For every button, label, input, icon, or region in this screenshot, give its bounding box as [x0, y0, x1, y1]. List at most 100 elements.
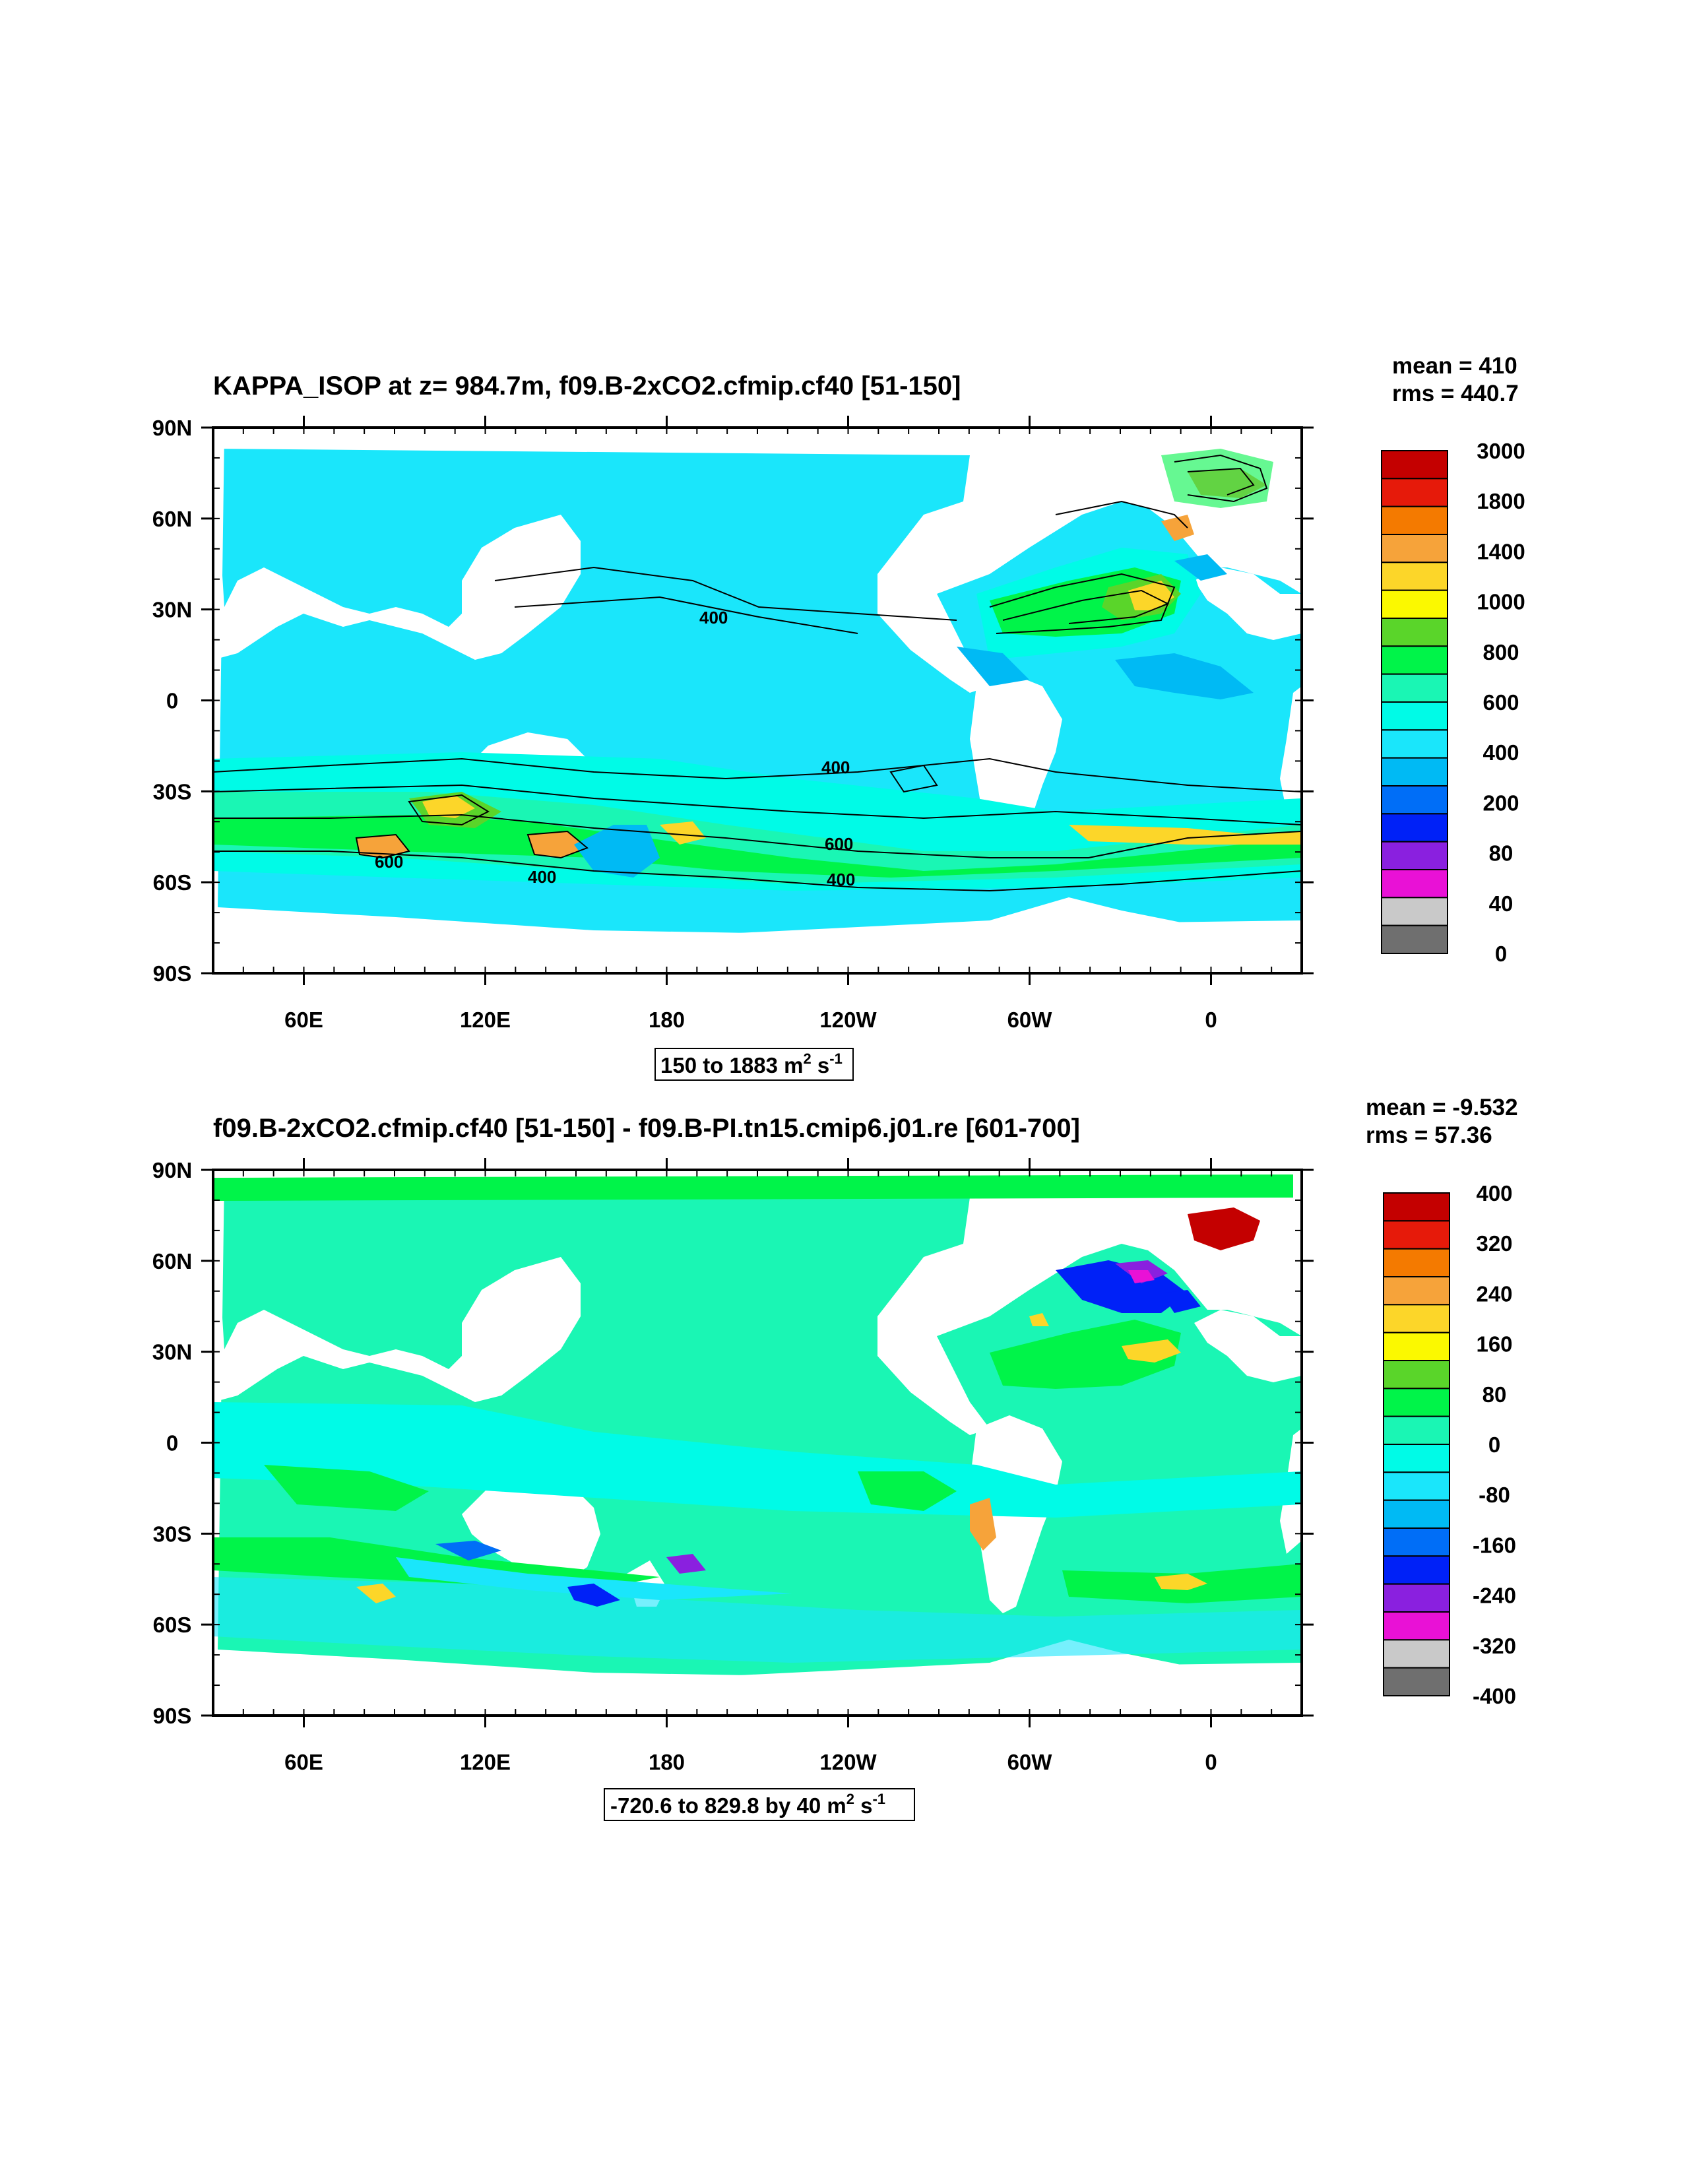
contour-label: 600: [375, 852, 403, 872]
colorbar-box: [1381, 785, 1448, 815]
colorbar-label: 400: [1482, 740, 1519, 765]
lon-label: 60W: [1007, 1750, 1053, 1774]
colorbar-box: [1381, 897, 1448, 926]
lat-label: 90N: [152, 416, 193, 440]
contour-label: 400: [821, 757, 850, 777]
colorbar-label: 0: [1488, 1432, 1500, 1457]
range-mid: s: [854, 1793, 873, 1818]
colorbar-label: -160: [1473, 1533, 1516, 1557]
colorbar-box: [1383, 1304, 1450, 1333]
range-sup: 2: [803, 1050, 811, 1067]
lat-label: 90S: [153, 1704, 192, 1728]
contour-label: 400: [827, 870, 855, 889]
panel-2-range-box: -720.6 to 829.8 by 40 m2 s-1: [604, 1788, 915, 1821]
colorbar-label: 240: [1476, 1281, 1512, 1306]
lon-label: 120W: [819, 1750, 877, 1774]
colorbar-box: [1383, 1192, 1450, 1222]
panel-1-rms: rms = 440.7: [1392, 381, 1519, 406]
colorbar-box: [1381, 924, 1448, 954]
lon-label: 180: [649, 1008, 685, 1032]
lon-label: 0: [1205, 1750, 1217, 1774]
colorbar-box: [1383, 1555, 1450, 1585]
panel-1-title: KAPPA_ISOP at z= 984.7m, f09.B-2xCO2.cfm…: [213, 371, 961, 401]
lon-label: 60E: [284, 1750, 323, 1774]
colorbar-box: [1381, 645, 1448, 675]
contour-label: 400: [699, 608, 728, 627]
colorbar-box: [1381, 589, 1448, 620]
svg-text:150 to 1883 m2 s-1: 150 to 1883 m2 s-1: [660, 1050, 843, 1077]
lat-label: 60S: [153, 1613, 192, 1637]
panel-2-rms: rms = 57.36: [1366, 1122, 1492, 1148]
lon-label: 120E: [460, 1750, 511, 1774]
colorbar-box: [1381, 450, 1448, 480]
lat-label: 60S: [153, 870, 192, 895]
colorbar-box: [1383, 1667, 1450, 1697]
panel-1-map: 400 400 600 600 400 400: [213, 428, 1302, 973]
colorbar-label: 80: [1482, 1382, 1507, 1407]
colorbar-box: [1381, 757, 1448, 787]
colorbar-label: 1400: [1477, 539, 1525, 563]
lon-label: 120E: [460, 1008, 511, 1032]
panel-2-mean: mean = -9.532: [1366, 1095, 1518, 1120]
colorbar-label: -320: [1473, 1634, 1516, 1658]
colorbar-box: [1381, 478, 1448, 507]
panel-2: f09.B-2xCO2.cfmip.cf40 [51-150] - f09.B-…: [152, 1095, 1518, 1821]
colorbar-label: 1000: [1477, 590, 1525, 614]
colorbar-box: [1381, 729, 1448, 759]
colorbar-label: 160: [1476, 1332, 1512, 1357]
colorbar-box: [1383, 1639, 1450, 1669]
colorbar-label: 3000: [1477, 439, 1525, 463]
colorbar-label: 0: [1495, 942, 1507, 966]
colorbar-box: [1383, 1332, 1450, 1361]
lon-label: 120W: [819, 1008, 877, 1032]
colorbar-label: 800: [1482, 640, 1519, 664]
colorbar-box: [1381, 618, 1448, 647]
contour-label: 600: [825, 834, 853, 854]
colorbar-box: [1383, 1444, 1450, 1473]
svg-text:-720.6 to 829.8 by 40 m2 s-1: -720.6 to 829.8 by 40 m2 s-1: [610, 1791, 885, 1818]
panel-2-zones: [213, 1174, 1301, 1663]
panel-1-mean: mean = 410: [1392, 353, 1517, 379]
contour-label: 400: [528, 867, 556, 887]
colorbar-box: [1381, 562, 1448, 591]
lat-label: 90S: [153, 961, 192, 986]
lat-label: 60N: [152, 507, 193, 531]
range-sup: 2: [846, 1791, 854, 1807]
colorbar-label: -400: [1473, 1684, 1516, 1708]
colorbar-box: [1383, 1471, 1450, 1501]
colorbar-box: [1383, 1360, 1450, 1390]
colorbar-box: [1383, 1527, 1450, 1557]
colorbar-box: [1383, 1220, 1450, 1250]
colorbar-label: -80: [1479, 1483, 1510, 1507]
colorbar-label: 600: [1482, 690, 1519, 715]
range-sup: -1: [872, 1791, 885, 1807]
range-sup: -1: [829, 1050, 843, 1067]
panel-1-contour-labels: 400 400 600 600 400 400: [375, 608, 855, 889]
colorbar-label: 1800: [1477, 489, 1525, 513]
lat-label: 30N: [152, 1340, 193, 1365]
colorbar-box: [1381, 813, 1448, 843]
panel-1-range-box: 150 to 1883 m2 s-1: [654, 1048, 854, 1081]
panel-2-map: [213, 1170, 1302, 1716]
panel-2-range-text: -720.6 to 829.8 by 40 m: [610, 1793, 846, 1818]
panel-1-contours: [213, 454, 1302, 892]
colorbar-box: [1381, 534, 1448, 563]
lon-label: 60E: [284, 1008, 323, 1032]
panel-1-zones: [213, 449, 1301, 891]
lat-label: 30S: [153, 1522, 192, 1546]
lon-label: 60W: [1007, 1008, 1053, 1032]
colorbar-label: 200: [1482, 790, 1519, 815]
panel-1: KAPPA_ISOP at z= 984.7m, f09.B-2xCO2.cfm…: [152, 353, 1525, 1081]
lat-label: 90N: [152, 1158, 193, 1182]
lat-label: 60N: [152, 1249, 193, 1273]
colorbar-box: [1383, 1248, 1450, 1277]
colorbar-box: [1383, 1583, 1450, 1613]
colorbar-box: [1383, 1499, 1450, 1529]
colorbar-label: 400: [1476, 1181, 1512, 1205]
panel-2-axes: 90N 60N 30N 0 30S 60S 90S 60E 120E 180 120W 60W 0: [152, 1158, 1314, 1774]
colorbar-label: 40: [1489, 891, 1514, 916]
colorbar-box: [1381, 841, 1448, 870]
panel-1-range-text: 150 to 1883 m: [660, 1053, 803, 1077]
